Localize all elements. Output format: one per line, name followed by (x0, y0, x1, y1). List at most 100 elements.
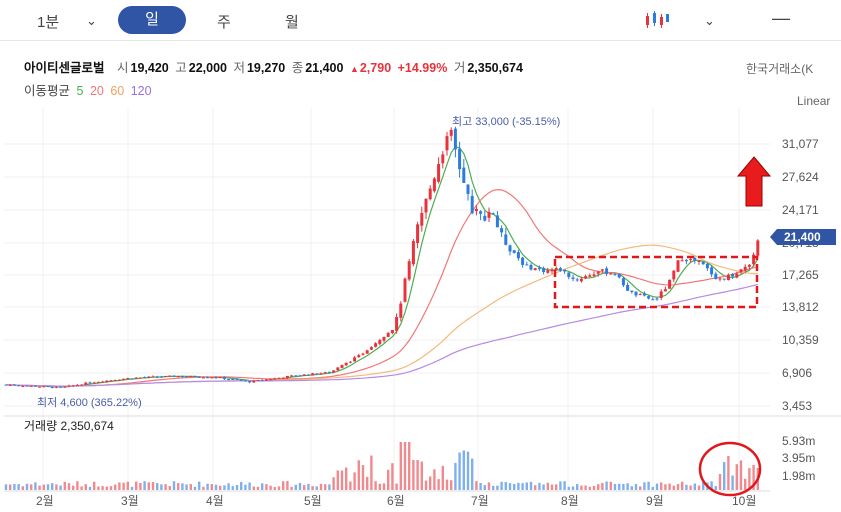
candle-body (12, 384, 16, 386)
volume-bar (361, 465, 365, 490)
volume-bar (429, 476, 432, 490)
candle-body (424, 198, 428, 213)
candle-body (575, 279, 579, 281)
volume-bar (542, 484, 545, 490)
candle-body (613, 273, 617, 275)
candle-body (722, 278, 726, 280)
candle-body (42, 386, 46, 388)
volume-bar (492, 485, 495, 490)
moving-average-legend[interactable]: 이동평균 5 20 60 120 (24, 80, 152, 99)
volume-bar (231, 486, 234, 490)
interval-day-tab[interactable]: 일 (118, 6, 186, 34)
volume-bar (126, 481, 129, 490)
high-value: 22,000 (188, 61, 227, 75)
volume-bar (139, 483, 142, 490)
volume-bar (748, 468, 751, 490)
volume-bar (567, 486, 570, 490)
volume-bar (538, 482, 541, 490)
volume-bar (387, 469, 390, 490)
volume-bar (311, 486, 314, 490)
volume-bar (67, 483, 71, 490)
candle-body (382, 337, 386, 341)
volume-bar (403, 442, 407, 490)
scale-mode-toggle[interactable]: Linear (797, 94, 831, 108)
volume-bar (130, 486, 134, 490)
candle-body (269, 379, 273, 381)
volume-bar (500, 481, 503, 490)
volume-bars (4, 442, 759, 490)
candle-body (668, 279, 672, 289)
candle-body (647, 296, 651, 299)
volume-bar (529, 481, 533, 490)
candle-body (344, 362, 348, 366)
candle-body (54, 386, 58, 388)
volume-bar (349, 481, 352, 490)
candle-body (630, 290, 634, 293)
candle-body (285, 375, 289, 379)
candle-body (323, 372, 327, 374)
candle-body (525, 264, 529, 266)
candle-body (155, 376, 159, 378)
interval-minute-selector[interactable]: 1분 (37, 14, 60, 31)
volume-bar (483, 485, 486, 490)
candle-body (84, 382, 88, 385)
volume-bar (370, 455, 373, 490)
candle-body (752, 254, 756, 265)
y-tick-label: 31,077 (782, 137, 819, 151)
volume-bar (227, 483, 230, 490)
candle-body (281, 377, 285, 379)
volume-bar (731, 475, 734, 490)
candle-body (147, 376, 151, 378)
volume-bar (235, 484, 239, 490)
volume-bar (445, 479, 449, 490)
interval-month-tab[interactable]: 월 (285, 14, 299, 31)
candle-body (462, 167, 466, 183)
volume-bar (290, 486, 293, 490)
candle-body (101, 381, 105, 383)
volume-bar (59, 485, 62, 490)
volume-bar (466, 451, 470, 490)
y-tick-label: 27,624 (782, 170, 819, 184)
volume-bar (601, 482, 604, 490)
candle-chart-type-icon[interactable] (644, 10, 670, 30)
ma-line-60 (5, 244, 758, 387)
candle-body (609, 273, 613, 275)
candle-body (311, 373, 315, 376)
minus-icon[interactable]: — (772, 8, 790, 28)
volume-bar (109, 486, 113, 490)
volume-bar (697, 485, 701, 490)
chevron-down-icon[interactable]: ⌄ (86, 13, 97, 28)
candle-body (50, 386, 54, 388)
candle-body (143, 377, 147, 379)
candle-body (390, 330, 394, 334)
volume-tick-label: 5.93m (782, 434, 815, 448)
volume-bar (324, 484, 327, 490)
volume-bar (252, 486, 255, 490)
interval-week-tab[interactable]: 주 (217, 14, 231, 31)
candle-body (453, 128, 457, 150)
chevron-down-icon[interactable]: ⌄ (704, 13, 715, 28)
volume-bar (261, 483, 264, 490)
candle-body (407, 261, 411, 280)
candle-body (21, 386, 25, 388)
volume-bar (240, 482, 243, 490)
candle-body (365, 350, 369, 354)
candle-body (579, 278, 583, 282)
candle-body (546, 270, 550, 273)
volume-bar (118, 482, 121, 490)
candle-body (193, 376, 197, 378)
volume-bar (487, 482, 491, 490)
candle-body (621, 278, 625, 286)
volume-bar (55, 484, 58, 490)
volume-bar (332, 477, 335, 490)
volume-bar (345, 467, 348, 490)
candlesticks (4, 126, 760, 389)
volume-bar (555, 484, 558, 490)
stock-info-row: 아이티센글로벌 시 19,420 고 22,000 저 19,270 종 21,400 … (24, 57, 523, 76)
candle-body (306, 374, 310, 376)
volume-bar (303, 485, 306, 490)
current-price-label: 21,400 (784, 230, 821, 244)
x-tick-label: 6월 (387, 494, 405, 508)
candle-body (395, 317, 399, 331)
